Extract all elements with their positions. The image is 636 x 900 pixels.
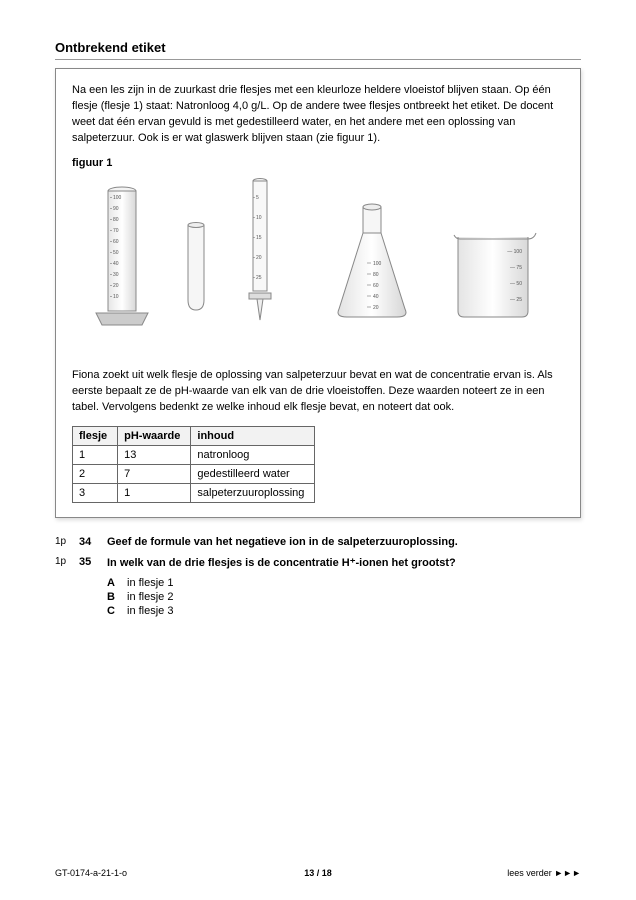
svg-text:90: 90 <box>113 206 119 212</box>
table-cell: 3 <box>73 483 118 502</box>
svg-text:20: 20 <box>113 283 119 289</box>
svg-text:— 75: — 75 <box>510 265 522 271</box>
svg-text:30: 30 <box>113 272 119 278</box>
table-cell: 1 <box>118 483 191 502</box>
option-text: in flesje 2 <box>127 591 173 603</box>
option-text: in flesje 1 <box>127 577 173 589</box>
svg-text:40: 40 <box>113 261 119 267</box>
table-cell: salpeterzuuroplossing <box>191 483 315 502</box>
page-footer: GT-0174-a-21-1-o 13 / 18 lees verder ►►► <box>55 868 581 878</box>
page-title: Ontbrekend etiket <box>55 40 581 55</box>
svg-text:40: 40 <box>373 294 379 300</box>
questions-block: 1p34Geef de formule van het negatieve io… <box>55 536 581 617</box>
svg-text:100: 100 <box>113 195 122 201</box>
content-panel: Na een les zijn in de zuurkast drie fles… <box>55 68 581 518</box>
question-options: Ain flesje 1Bin flesje 2Cin flesje 3 <box>107 577 581 617</box>
table-cell: 2 <box>73 464 118 483</box>
figure-label: figuur 1 <box>72 157 564 169</box>
table-cell: 13 <box>118 445 191 464</box>
svg-text:— 25: — 25 <box>510 297 522 303</box>
ph-table: flesje pH-waarde inhoud 113natronloog27g… <box>72 426 315 503</box>
svg-text:5: 5 <box>256 195 259 201</box>
intro-paragraph: Na een les zijn in de zuurkast drie fles… <box>72 83 564 147</box>
svg-text:15: 15 <box>256 235 262 241</box>
svg-text:70: 70 <box>113 228 119 234</box>
question: 1p34Geef de formule van het negatieve io… <box>55 536 581 548</box>
svg-text:— 100: — 100 <box>507 249 522 255</box>
table-cell: 7 <box>118 464 191 483</box>
table-row: 113natronloog <box>73 445 315 464</box>
question-number: 35 <box>79 556 107 568</box>
th-flesje: flesje <box>73 426 118 445</box>
table-cell: natronloog <box>191 445 315 464</box>
glassware-figure: 100 90 80 70 60 50 40 30 20 10 5 10 15 20 25 100 80 60 4… <box>72 175 564 355</box>
question-points: 1p <box>55 556 79 567</box>
question-number: 34 <box>79 536 107 548</box>
svg-text:10: 10 <box>113 294 119 300</box>
th-ph: pH-waarde <box>118 426 191 445</box>
svg-text:20: 20 <box>256 255 262 261</box>
option: Ain flesje 1 <box>107 577 581 589</box>
svg-text:10: 10 <box>256 215 262 221</box>
option-letter: A <box>107 577 127 589</box>
paragraph-2: Fiona zoekt uit welk flesje de oplossing… <box>72 368 564 416</box>
table-cell: 1 <box>73 445 118 464</box>
footer-center: 13 / 18 <box>55 868 581 878</box>
option: Bin flesje 2 <box>107 591 581 603</box>
question-text: Geef de formule van het negatieve ion in… <box>107 536 581 548</box>
table-row: 31salpeterzuuroplossing <box>73 483 315 502</box>
table-cell: gedestilleerd water <box>191 464 315 483</box>
svg-text:— 50: — 50 <box>510 281 522 287</box>
svg-text:20: 20 <box>373 305 379 311</box>
svg-text:60: 60 <box>373 283 379 289</box>
title-rule <box>55 59 581 60</box>
question: 1p35In welk van de drie flesjes is de co… <box>55 556 581 569</box>
option-text: in flesje 3 <box>127 605 173 617</box>
option: Cin flesje 3 <box>107 605 581 617</box>
svg-text:100: 100 <box>373 261 382 267</box>
question-points: 1p <box>55 536 79 547</box>
svg-text:60: 60 <box>113 239 119 245</box>
option-letter: C <box>107 605 127 617</box>
svg-text:25: 25 <box>256 275 262 281</box>
svg-text:80: 80 <box>373 272 379 278</box>
svg-text:80: 80 <box>113 217 119 223</box>
th-inhoud: inhoud <box>191 426 315 445</box>
table-row: 27gedestilleerd water <box>73 464 315 483</box>
question-text: In welk van de drie flesjes is de concen… <box>107 556 581 569</box>
option-letter: B <box>107 591 127 603</box>
svg-text:50: 50 <box>113 250 119 256</box>
